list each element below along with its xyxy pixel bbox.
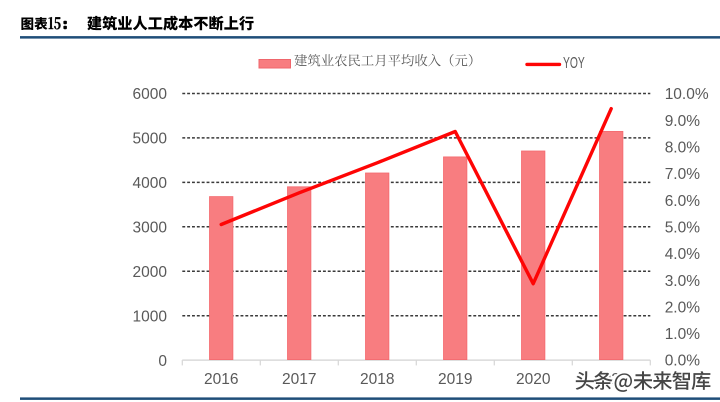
- svg-text:6000: 6000: [133, 86, 168, 103]
- svg-text:2020: 2020: [516, 371, 551, 388]
- svg-text:2.0%: 2.0%: [665, 299, 701, 316]
- svg-text:2016: 2016: [204, 371, 238, 388]
- svg-text:8.0%: 8.0%: [665, 140, 701, 157]
- svg-text:4.0%: 4.0%: [665, 246, 701, 263]
- svg-text:YOY: YOY: [563, 55, 585, 72]
- svg-text:1000: 1000: [133, 308, 168, 325]
- svg-text:2018: 2018: [360, 371, 394, 388]
- svg-text:10.0%: 10.0%: [665, 86, 709, 103]
- svg-text:9.0%: 9.0%: [665, 113, 701, 130]
- svg-text:5000: 5000: [133, 131, 168, 148]
- svg-text:0: 0: [158, 353, 167, 370]
- svg-text:2019: 2019: [438, 371, 472, 388]
- svg-text:1.0%: 1.0%: [665, 326, 701, 343]
- svg-text:5.0%: 5.0%: [665, 220, 701, 237]
- svg-text:2000: 2000: [133, 264, 168, 281]
- svg-text:6.0%: 6.0%: [665, 193, 701, 210]
- svg-text:3000: 3000: [133, 219, 168, 236]
- svg-text:0.0%: 0.0%: [665, 353, 701, 370]
- svg-text:4000: 4000: [133, 175, 168, 192]
- svg-text:2017: 2017: [282, 371, 316, 388]
- svg-text:3.0%: 3.0%: [665, 273, 701, 290]
- svg-text:7.0%: 7.0%: [665, 166, 701, 183]
